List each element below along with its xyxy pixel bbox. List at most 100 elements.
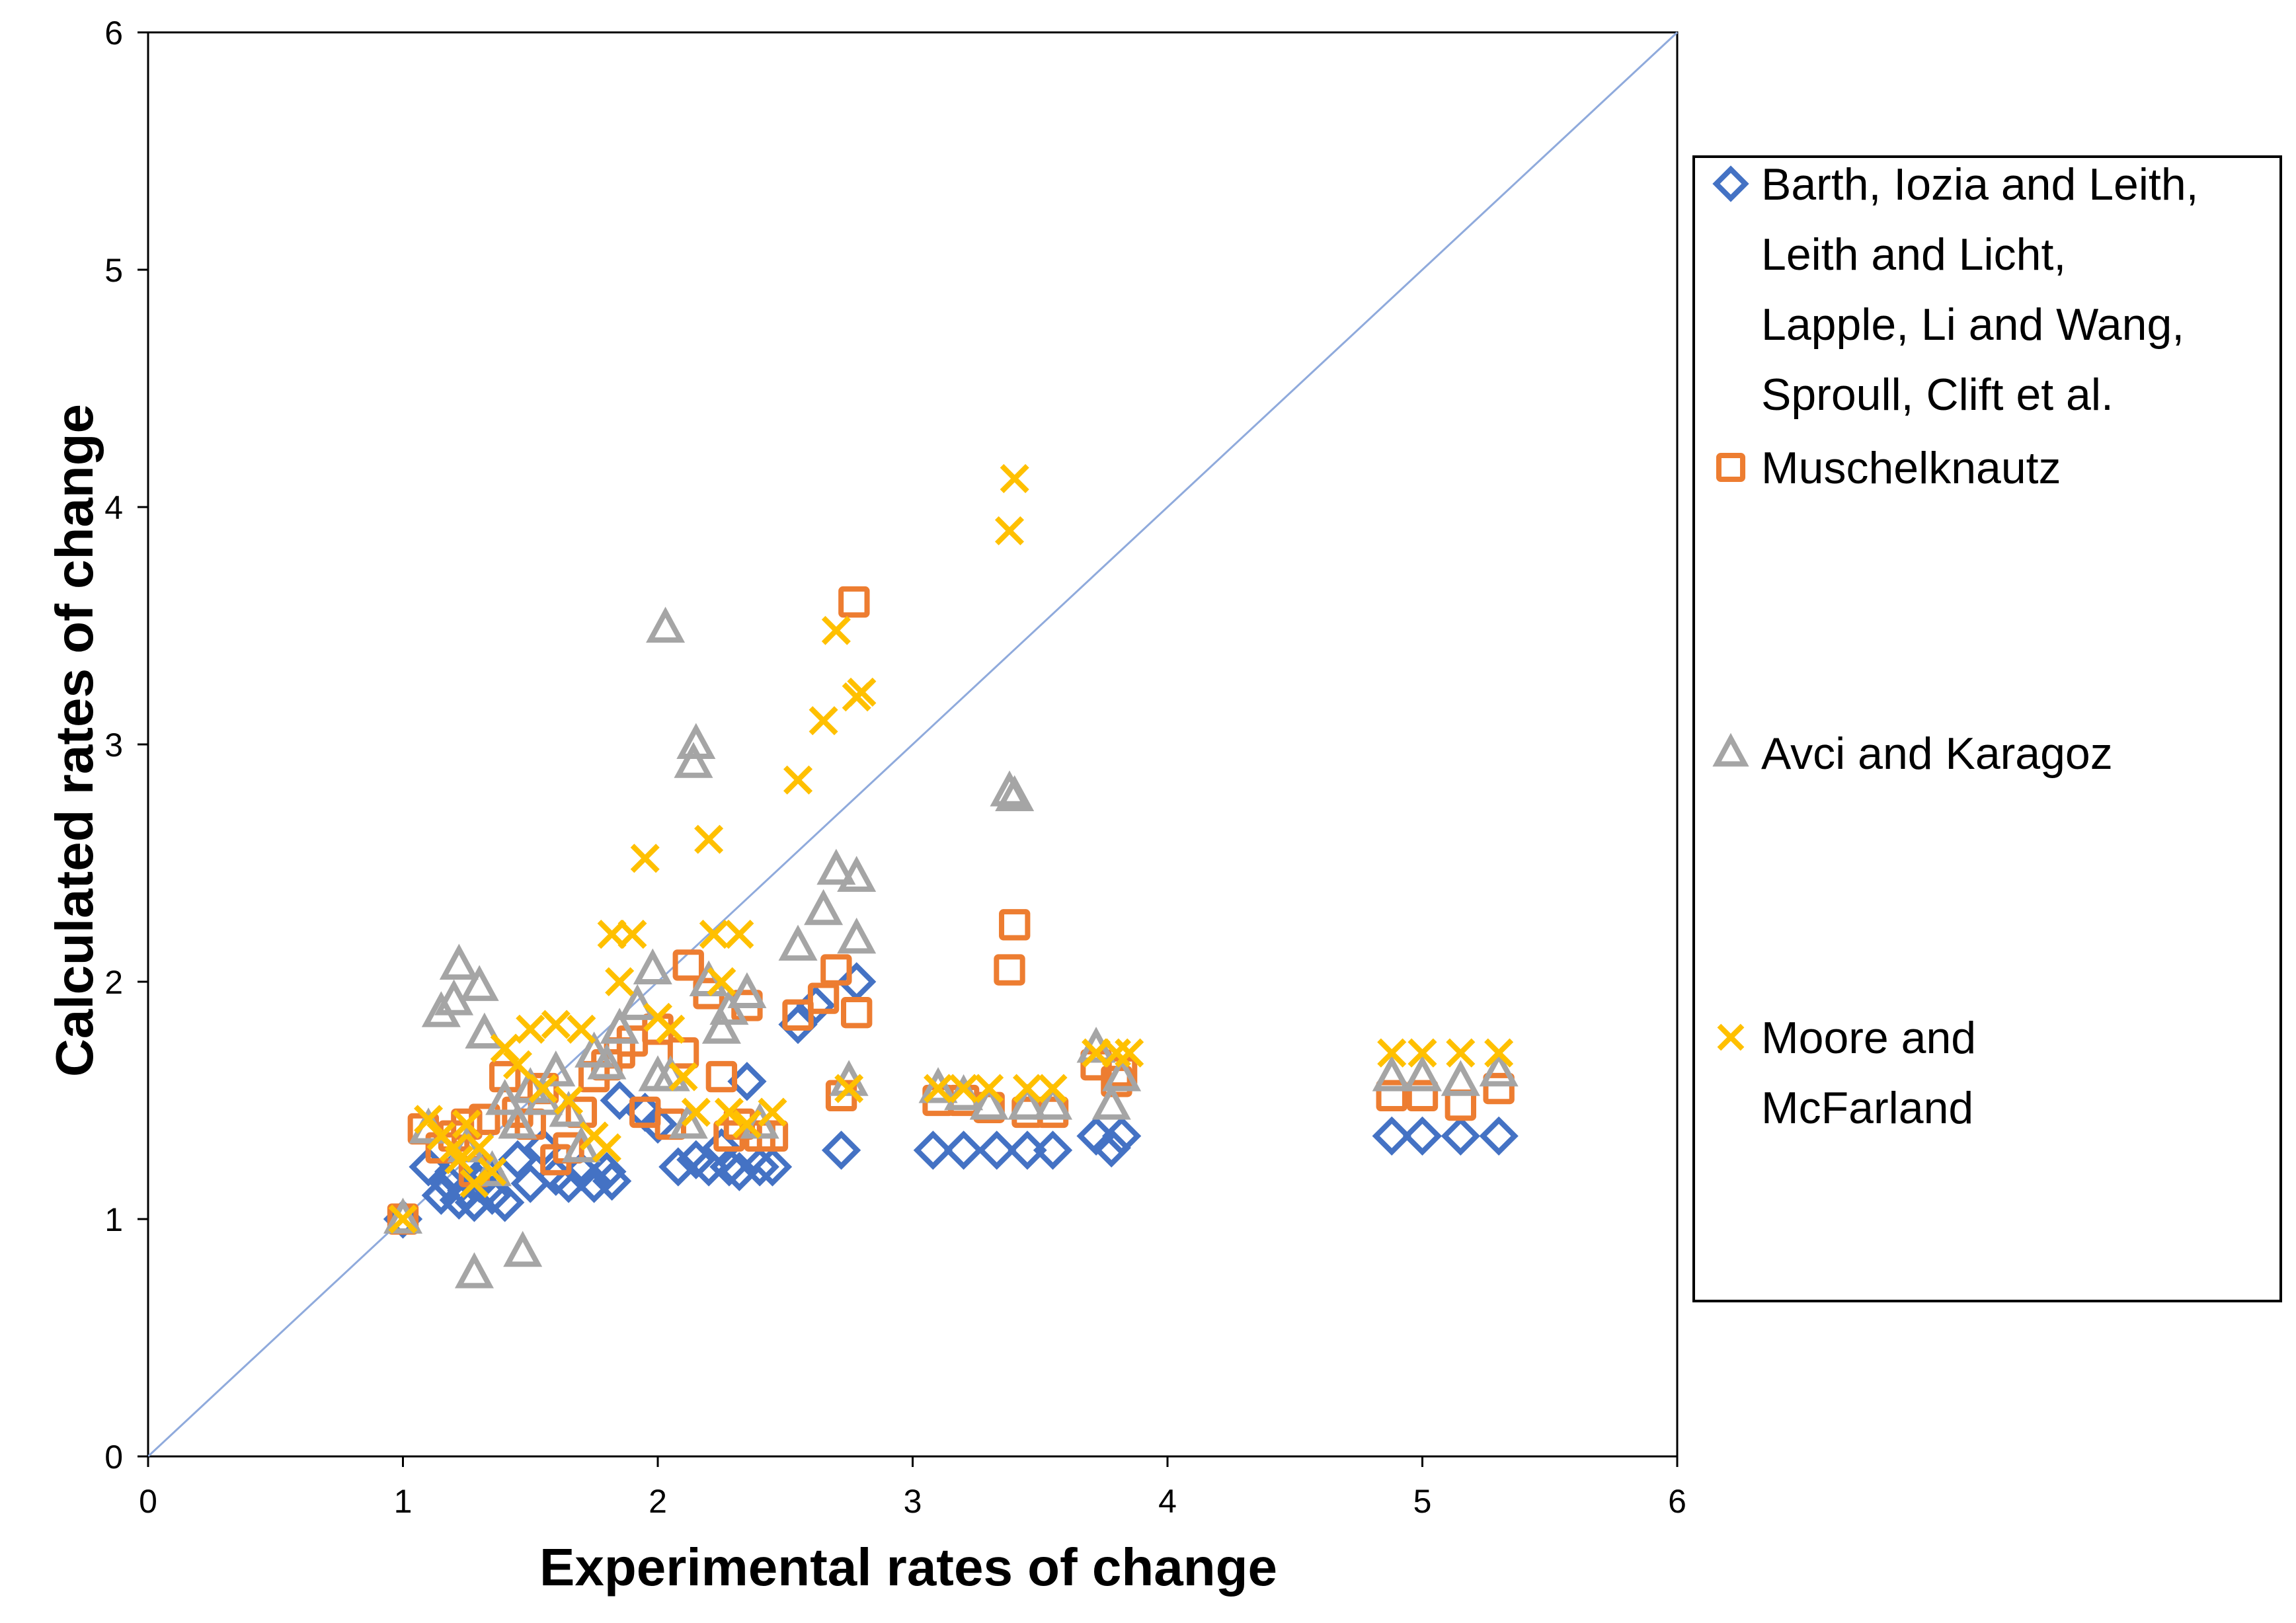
y-axis-title: Calculated rates of change xyxy=(45,404,104,1077)
legend-label: Leith and Licht, xyxy=(1761,229,2066,280)
data-point xyxy=(943,1130,984,1170)
data-point xyxy=(658,1147,698,1187)
data-point xyxy=(1402,1116,1443,1156)
reference-line xyxy=(147,31,1679,1458)
data-point xyxy=(841,996,873,1029)
data-point xyxy=(681,1097,711,1127)
data-point xyxy=(567,1014,596,1044)
data-point xyxy=(709,988,749,1025)
data-point xyxy=(701,1008,741,1044)
data-point xyxy=(672,949,704,981)
data-point xyxy=(821,615,851,645)
data-point xyxy=(465,1012,504,1049)
data-point xyxy=(707,967,736,997)
data-point xyxy=(592,1133,621,1163)
data-point xyxy=(804,889,844,926)
legend-marker-square xyxy=(1716,452,1746,483)
data-point xyxy=(740,1147,779,1187)
data-point xyxy=(1402,1055,1443,1091)
data-point xyxy=(452,1109,481,1139)
data-point xyxy=(821,1130,861,1170)
data-point xyxy=(490,1033,520,1063)
data-point xyxy=(444,1145,474,1175)
data-point xyxy=(1479,1050,1519,1087)
data-point xyxy=(498,1140,537,1179)
data-point xyxy=(605,967,635,997)
legend-label: McFarland xyxy=(1761,1083,1973,1133)
data-point xyxy=(646,606,686,643)
data-point xyxy=(807,982,840,1014)
data-point xyxy=(439,943,479,980)
data-point xyxy=(516,1014,545,1044)
data-point xyxy=(782,999,814,1031)
data-point xyxy=(1101,1116,1142,1156)
data-point xyxy=(1091,1084,1131,1120)
data-point xyxy=(1033,1130,1073,1170)
data-point xyxy=(485,1183,525,1222)
data-point xyxy=(503,1230,543,1267)
data-point xyxy=(592,1161,632,1201)
data-point xyxy=(834,1074,864,1103)
data-point xyxy=(1483,1072,1515,1105)
series-square xyxy=(387,586,1515,1235)
y-tick-label: 4 xyxy=(104,489,123,526)
x-tick-label: 5 xyxy=(1413,1483,1432,1520)
y-tick-label: 3 xyxy=(104,727,123,764)
data-point xyxy=(783,765,813,795)
data-point xyxy=(536,1050,576,1087)
data-points-layer xyxy=(383,463,1519,1288)
data-point xyxy=(949,1074,978,1103)
data-point xyxy=(1479,1116,1519,1156)
data-point xyxy=(498,1103,537,1139)
data-point xyxy=(1484,1038,1514,1068)
x-tick-label: 3 xyxy=(904,1483,922,1520)
data-point xyxy=(924,1074,953,1103)
data-point xyxy=(676,723,716,759)
data-point xyxy=(837,917,877,954)
data-point xyxy=(778,924,818,961)
data-point xyxy=(820,954,852,986)
data-point xyxy=(600,1008,639,1044)
legend-label: Lapple, Li and Wang, xyxy=(1761,299,2184,350)
data-point xyxy=(995,775,1035,811)
legend-marker-diamond xyxy=(1712,165,1749,202)
data-point xyxy=(674,742,713,778)
legend-label: Muschelknautz xyxy=(1761,443,2061,493)
data-point xyxy=(709,1147,749,1187)
legend: Barth, Iozia and Leith, Leith and Licht, L… xyxy=(1692,155,2282,1302)
x-tick-label: 6 xyxy=(1668,1483,1686,1520)
data-point xyxy=(1441,1116,1480,1156)
data-point xyxy=(1115,1038,1144,1068)
data-point xyxy=(574,1164,614,1203)
data-point xyxy=(668,1062,698,1091)
data-point xyxy=(1377,1038,1407,1068)
data-point xyxy=(1033,1084,1073,1120)
data-point xyxy=(668,1103,708,1139)
data-point xyxy=(837,855,877,892)
data-point xyxy=(1012,1074,1043,1103)
legend-label: Barth, Iozia and Leith, xyxy=(1761,159,2199,210)
data-point xyxy=(705,1060,738,1093)
data-point xyxy=(694,824,724,854)
x-tick-label: 4 xyxy=(1158,1483,1177,1520)
y-tick-label: 6 xyxy=(104,15,123,52)
data-point xyxy=(1441,1060,1480,1096)
y-tick-label: 1 xyxy=(104,1201,123,1238)
data-point xyxy=(630,844,660,873)
data-point xyxy=(999,909,1031,941)
data-point xyxy=(454,1252,494,1288)
data-point xyxy=(1445,1089,1477,1121)
data-point xyxy=(732,1109,762,1139)
data-point xyxy=(1446,1038,1476,1068)
data-point xyxy=(1376,1080,1407,1112)
axis-ticks-layer: 0 1 2 3 4 5 6 0 1 2 3 4 5 6 xyxy=(104,15,1686,1520)
data-point xyxy=(459,965,499,1002)
data-point xyxy=(994,516,1025,545)
x-tick-label: 1 xyxy=(394,1483,413,1520)
data-point xyxy=(459,1169,489,1199)
data-point xyxy=(1407,1038,1437,1068)
legend-marker-triangle xyxy=(1712,732,1749,767)
x-tick-label: 0 xyxy=(139,1483,157,1520)
data-point xyxy=(719,1152,760,1191)
